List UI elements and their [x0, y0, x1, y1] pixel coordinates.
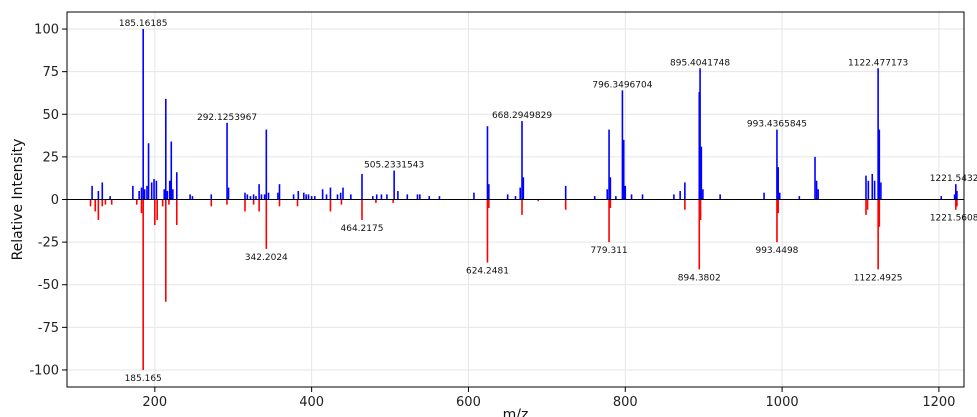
peak-annotation: 993.4498	[755, 246, 798, 256]
peak-annotation: 1122.477173	[848, 58, 908, 68]
peak-annotation: 1122.4925	[854, 273, 903, 283]
y-tick-label: 100	[34, 23, 59, 38]
peak-annotation: 185.165	[125, 374, 162, 384]
peak-bars	[89, 29, 958, 370]
y-tick-label: -75	[38, 321, 59, 336]
peak-annotation: 1221.543213	[930, 174, 977, 184]
x-tick-label: 600	[456, 395, 481, 410]
peak-annotation: 779.311	[590, 246, 627, 256]
peak-annotation: 292.1253967	[197, 113, 257, 123]
y-axis-title: Relative Intensity	[10, 139, 26, 261]
peak-annotation: 185.16185	[119, 19, 168, 29]
peak-annotation: 668.2949829	[492, 111, 552, 121]
y-tick-label: 0	[51, 193, 59, 208]
y-tick-label: 75	[42, 65, 59, 80]
peak-annotation: 796.3496704	[592, 80, 652, 90]
y-tick-label: -50	[38, 278, 59, 293]
x-tick-label: 800	[613, 395, 638, 410]
peak-annotation: 993.4365845	[747, 120, 807, 130]
axis-ticks: 200 400 600 800 1000 1200 -100 -75 -50 -25 0 25 50 75…	[29, 23, 955, 410]
peak-annotation: 894.3802	[678, 273, 721, 283]
peak-annotation: 464.2175	[341, 224, 384, 234]
x-tick-label: 1000	[766, 395, 799, 410]
peak-annotation: 505.2331543	[364, 161, 424, 171]
peak-annotation: 1221.5608	[930, 214, 977, 224]
peak-annotations: 185.16185 292.1253967 505.2331543 668.29498…	[119, 19, 977, 384]
y-tick-label: 25	[42, 150, 59, 165]
x-tick-label: 1200	[922, 395, 955, 410]
y-tick-label: -100	[29, 363, 59, 378]
x-axis-title: m/z	[503, 407, 529, 417]
y-tick-label: -25	[38, 236, 59, 251]
x-tick-label: 200	[142, 395, 167, 410]
peak-annotation: 895.4041748	[670, 58, 730, 68]
x-tick-label: 400	[299, 395, 324, 410]
y-tick-label: 50	[42, 108, 59, 123]
peak-annotation: 342.2024	[245, 253, 288, 263]
peak-annotation: 624.2481	[466, 267, 509, 277]
